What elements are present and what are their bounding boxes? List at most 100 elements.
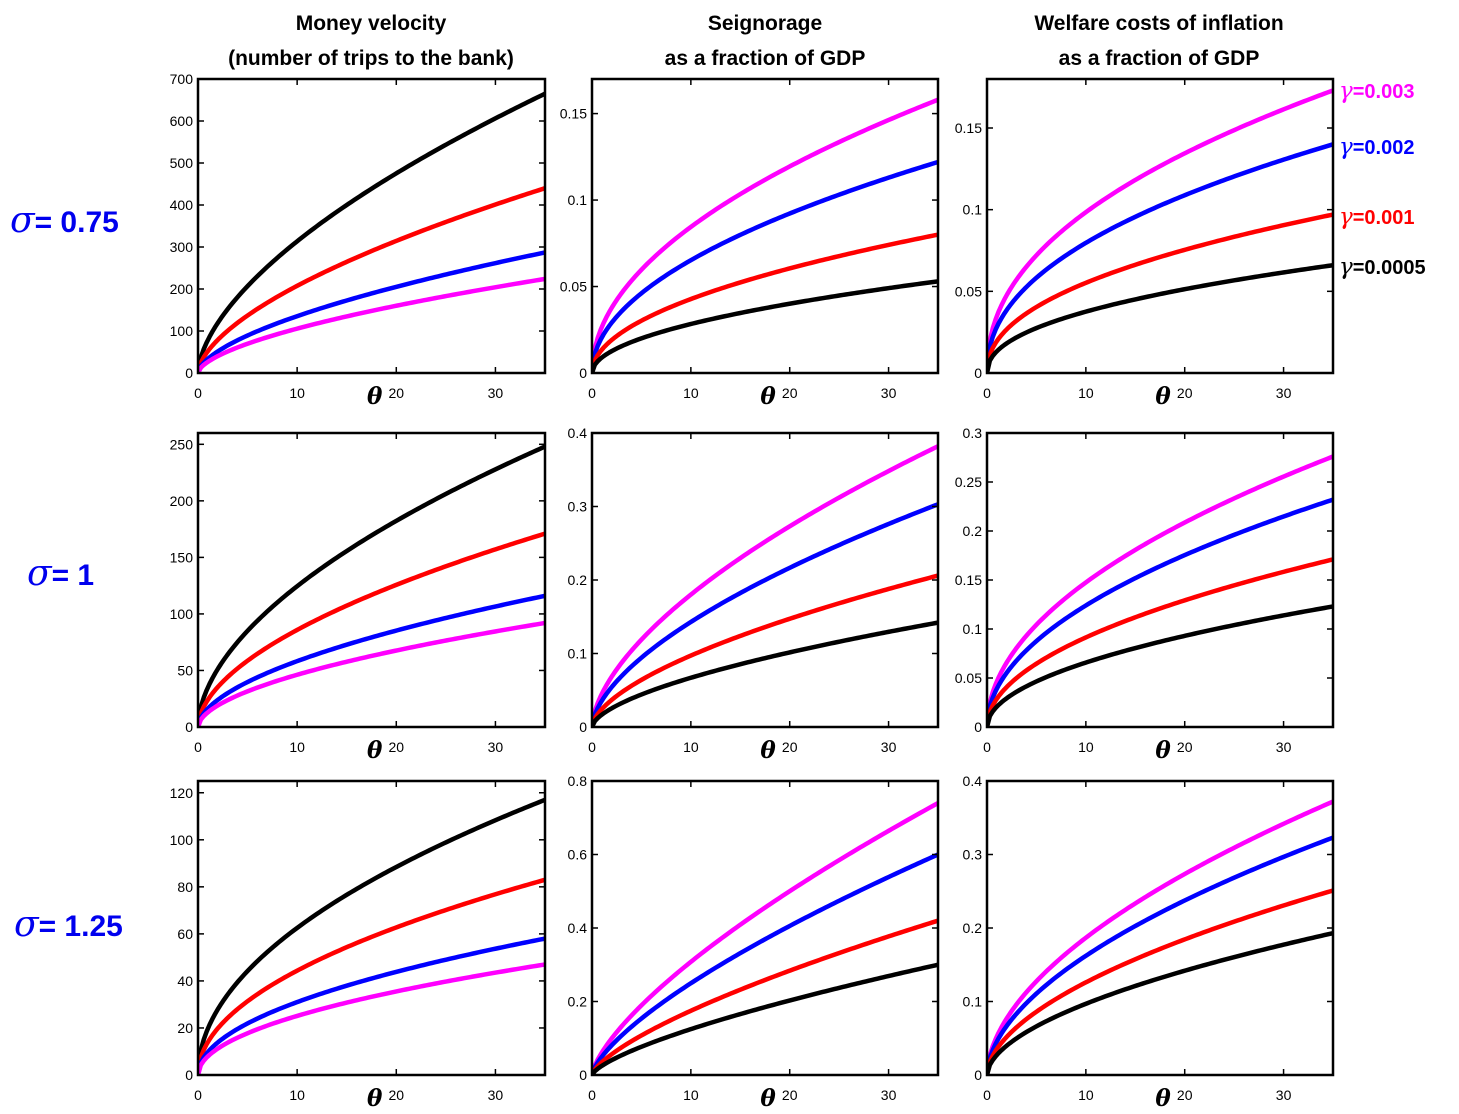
panel-r2-c0-ytick-label-4: 80 — [177, 879, 193, 895]
panel-r2-c2-ytick-label-4: 0.4 — [963, 773, 983, 789]
panel-r0-c1-axes-frame — [590, 77, 940, 375]
panel-r1-c0-xtick-label-2: 20 — [388, 739, 404, 755]
panel-r2-c0-series-line-2 — [198, 936, 545, 1075]
panel-r2-c0-ytick-label-3: 60 — [177, 926, 193, 942]
panel-r0-c2-ytick-label-1: 0.05 — [955, 283, 982, 299]
panel-r1-c1-series-line-2 — [592, 573, 938, 727]
panel-r1-c2-series-line-1 — [987, 497, 1333, 727]
panel-r2-c1-ytick-label-4: 0.8 — [568, 773, 588, 789]
panel-r2-c1-ytick-label-0: 0 — [579, 1067, 587, 1083]
panel-r0-c2-series-line-2 — [987, 212, 1333, 373]
panel-r2-c2-series-line-3 — [987, 930, 1333, 1075]
panel-r1-c0-ytick-label-5: 250 — [170, 436, 194, 452]
panel-r2-c0-xtick-label-0: 0 — [194, 1087, 202, 1103]
panel-r1-c0-series-line-3 — [198, 620, 545, 727]
panel-r0-c1-series-line-0 — [592, 97, 938, 373]
panel-r0-c2-series-line-0 — [987, 88, 1333, 373]
panel-r1-c0-xtick-label-3: 30 — [488, 739, 504, 755]
panel-r1-c2-series-group — [987, 454, 1333, 727]
panel-r0-c2: 0 0.05 0.1 0.15 0 10 20 30 θ — [955, 77, 1335, 410]
panel-r0-c2-series-line-3 — [987, 262, 1333, 373]
panel-r0-c0-series-group — [198, 91, 545, 373]
row-labels: σ= 0.75 σ= 1 σ= 1.25 — [10, 200, 123, 945]
panel-r1-c1-xtick-label-2: 20 — [782, 739, 798, 755]
panel-r1-c1-xtick-label-0: 0 — [588, 739, 596, 755]
panel-r1-c0-ytick-label-4: 200 — [170, 493, 194, 509]
panel-r0-c1-series-line-3 — [592, 279, 938, 373]
panel-r1-c2-xtick-label-2: 20 — [1177, 739, 1193, 755]
panel-r0-c1-xtick-label-3: 30 — [881, 385, 897, 401]
panel-r2-c1-ytick-label-1: 0.2 — [568, 994, 588, 1010]
panel-r1-c2-ytick-label-2: 0.1 — [963, 621, 983, 637]
panel-r1-c0-xtick-label-0: 0 — [194, 739, 202, 755]
panel-r1-c2-ytick-label-4: 0.2 — [963, 523, 983, 539]
panel-r0-c2-series-line-1 — [987, 142, 1333, 373]
panel-r0-c2-xtick-label-3: 30 — [1276, 385, 1292, 401]
panel-r0-c1-series-line-2 — [592, 232, 938, 373]
panel-r1-c2-x-axis-label: θ — [1155, 737, 1171, 764]
panel-r2-c0-axes-frame — [196, 779, 547, 1077]
panel-r1-c1: 0 0.1 0.2 0.3 0.4 0 10 20 30 θ — [568, 425, 940, 764]
panel-r1-c2-ytick-label-6: 0.3 — [963, 425, 983, 441]
panel-r1-c1-ytick-label-3: 0.3 — [568, 499, 588, 515]
panel-r0-c0-ytick-label-0: 0 — [185, 365, 193, 381]
panel-r1-c0-axes-frame — [196, 431, 547, 729]
row-label-sigma-125-value: = 1.25 — [39, 910, 123, 943]
column-title-seignorage-line1: Seignorage — [708, 12, 822, 35]
panel-r1-c2-xtick-label-1: 10 — [1078, 739, 1094, 755]
panel-r2-c2-xtick-label-1: 10 — [1078, 1087, 1094, 1103]
panel-r0-c2-x-axis-label: θ — [1155, 383, 1171, 410]
column-title-velocity-line2: (number of trips to the bank) — [228, 47, 514, 70]
panel-r0-c1-xtick-label-1: 10 — [683, 385, 699, 401]
panel-r2-c2: 0 0.1 0.2 0.3 0.4 0 10 20 30 θ — [963, 773, 1335, 1112]
panel-r0-c0-ytick-label-1: 100 — [170, 323, 194, 339]
panel-r0-c2-xtick-label-2: 20 — [1177, 385, 1193, 401]
legend-item-gamma-0002: γ=0.002 — [1339, 134, 1414, 160]
panel-r0-c1-xtick-label-0: 0 — [588, 385, 596, 401]
column-title-welfare-line1: Welfare costs of inflation — [1034, 12, 1283, 35]
panel-r2-c0-ytick-label-0: 0 — [185, 1067, 193, 1083]
row-label-sigma-1: σ= 1 — [27, 553, 94, 594]
panel-r2-c1-ytick-label-2: 0.4 — [568, 920, 588, 936]
panel-r1-c1-ytick-label-1: 0.1 — [568, 646, 588, 662]
panel-r0-c1: 0 0.05 0.1 0.15 0 10 20 30 θ — [560, 77, 940, 410]
panel-r2-c2-series-line-1 — [987, 835, 1333, 1075]
panel-r2-c2-ytick-label-1: 0.1 — [963, 994, 983, 1010]
panel-r0-c1-ytick-label-2: 0.1 — [568, 192, 588, 208]
panel-r0-c0-ytick-label-6: 600 — [170, 113, 194, 129]
panel-r2-c1-series-line-0 — [592, 801, 938, 1075]
panel-r2-c2-series-group — [987, 799, 1333, 1075]
panel-r0-c1-xtick-label-2: 20 — [782, 385, 798, 401]
panel-r0-c0-ytick-label-4: 400 — [170, 197, 194, 213]
panel-r2-c0-ytick-label-1: 20 — [177, 1020, 193, 1036]
panel-r2-c1: 0 0.2 0.4 0.6 0.8 0 10 20 30 θ — [568, 773, 940, 1112]
panel-r2-c2-xtick-label-3: 30 — [1276, 1087, 1292, 1103]
panel-r0-c0-ytick-label-7: 700 — [170, 71, 194, 87]
legend-item-gamma-0003: γ=0.003 — [1339, 78, 1414, 104]
panel-r0-c2-xtick-label-1: 10 — [1078, 385, 1094, 401]
panel-r2-c0-xtick-label-1: 10 — [289, 1087, 305, 1103]
panel-r0-c0-xtick-label-3: 30 — [488, 385, 504, 401]
legend-item-gamma-00005: γ=0.0005 — [1339, 254, 1426, 280]
panel-r2-c2-ytick-label-0: 0 — [974, 1067, 982, 1083]
panel-r2-c0-ytick-label-6: 120 — [170, 785, 194, 801]
legend-item-gamma-0003-value: =0.003 — [1353, 81, 1415, 103]
panel-r1-c0-series-line-0 — [198, 444, 545, 727]
panel-r0-c1-ytick-label-3: 0.15 — [560, 106, 587, 122]
panel-r1-c1-series-line-1 — [592, 502, 938, 727]
legend-item-gamma-00005-value: =0.0005 — [1353, 257, 1426, 279]
panel-r2-c0-x-axis-label: θ — [367, 1085, 383, 1112]
panel-r2-c0-series-line-3 — [198, 962, 545, 1075]
panel-r2-c1-series-line-1 — [592, 852, 938, 1075]
panel-r2-c1-xtick-label-3: 30 — [881, 1087, 897, 1103]
panel-r0-c0-ytick-label-2: 200 — [170, 281, 194, 297]
legend-item-gamma-0001-symbol: γ — [1339, 204, 1353, 230]
panel-r1-c0-ytick-label-3: 150 — [170, 549, 194, 565]
legend-item-gamma-00005-symbol: γ — [1339, 254, 1353, 280]
legend-item-gamma-0002-value: =0.002 — [1353, 137, 1415, 159]
panel-r2-c2-series-line-0 — [987, 799, 1333, 1075]
panel-r1-c2-xtick-label-0: 0 — [983, 739, 991, 755]
panel-r2-c0-series-group — [198, 797, 545, 1075]
panel-r2-c1-series-line-3 — [592, 962, 938, 1075]
panel-r1-c0-x-axis-label: θ — [367, 737, 383, 764]
